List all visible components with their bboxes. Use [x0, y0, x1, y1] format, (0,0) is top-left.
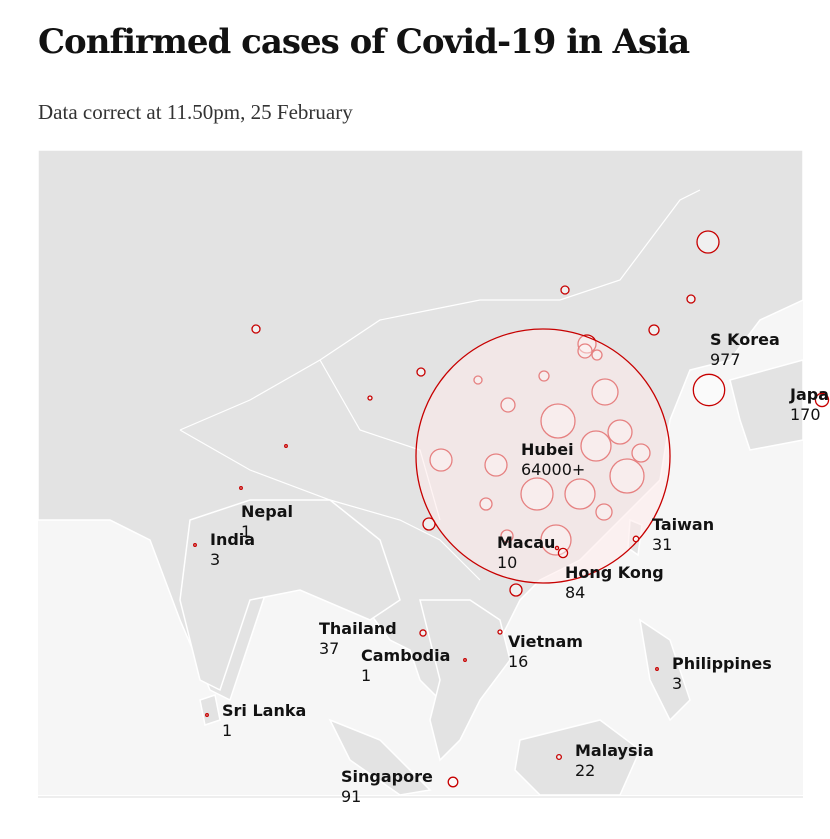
place-name: Hubei: [521, 440, 574, 459]
case-bubble: [284, 444, 288, 448]
case-count: 1: [361, 666, 371, 685]
case-bubble: [463, 658, 467, 662]
case-bubble: [560, 285, 570, 295]
case-bubble: [814, 392, 830, 408]
case-bubble: [419, 629, 427, 637]
place-name: Japan: [789, 385, 830, 404]
case-bubble: [239, 486, 243, 490]
place-name: Cambodia: [361, 646, 450, 665]
subtitle: Data correct at 11.50pm, 25 February: [38, 100, 353, 124]
case-bubble: [416, 367, 426, 377]
place-name: Taiwan: [652, 515, 714, 534]
case-count: 64000+: [521, 460, 585, 479]
case-count: 22: [575, 761, 595, 780]
case-count: 31: [652, 535, 672, 554]
case-bubble: [554, 545, 560, 551]
case-bubble: [648, 324, 660, 336]
case-count: 16: [508, 652, 528, 671]
place-name: S Korea: [710, 330, 780, 349]
case-bubble: [205, 713, 209, 717]
case-count: 977: [710, 350, 741, 369]
case-bubble: [509, 583, 523, 597]
place-name: Hong Kong: [565, 563, 664, 582]
case-count: 84: [565, 583, 585, 602]
case-bubble: [415, 328, 671, 584]
case-bubble: [193, 543, 197, 547]
case-count: 1: [241, 522, 251, 541]
case-count: 170: [790, 405, 821, 424]
case-count: 3: [672, 674, 682, 693]
case-count: 10: [497, 553, 517, 572]
place-name: Sri Lanka: [222, 701, 306, 720]
case-bubble: [632, 535, 640, 543]
place-name: Philippines: [672, 654, 772, 673]
place-name: Malaysia: [575, 741, 654, 760]
case-count: 3: [210, 550, 220, 569]
place-name: India: [210, 530, 255, 549]
title: Confirmed cases of Covid-19 in Asia: [38, 22, 690, 62]
place-name: Vietnam: [508, 632, 583, 651]
place-name: Singapore: [341, 767, 433, 786]
case-bubble: [251, 324, 261, 334]
case-count: 37: [319, 639, 339, 658]
case-bubble: [447, 776, 459, 788]
place-name: Nepal: [241, 502, 293, 521]
case-count: 91: [341, 787, 361, 806]
case-bubble: [555, 753, 563, 761]
case-bubble: [497, 629, 503, 635]
place-name: Thailand: [319, 619, 397, 638]
case-bubble: [367, 395, 373, 401]
case-bubble: [655, 667, 659, 671]
case-bubble: [557, 547, 569, 559]
case-bubble: [692, 373, 726, 407]
place-name: Macau: [497, 533, 555, 552]
case-count: 1: [222, 721, 232, 740]
case-bubble: [686, 294, 696, 304]
case-bubble: [696, 230, 720, 254]
